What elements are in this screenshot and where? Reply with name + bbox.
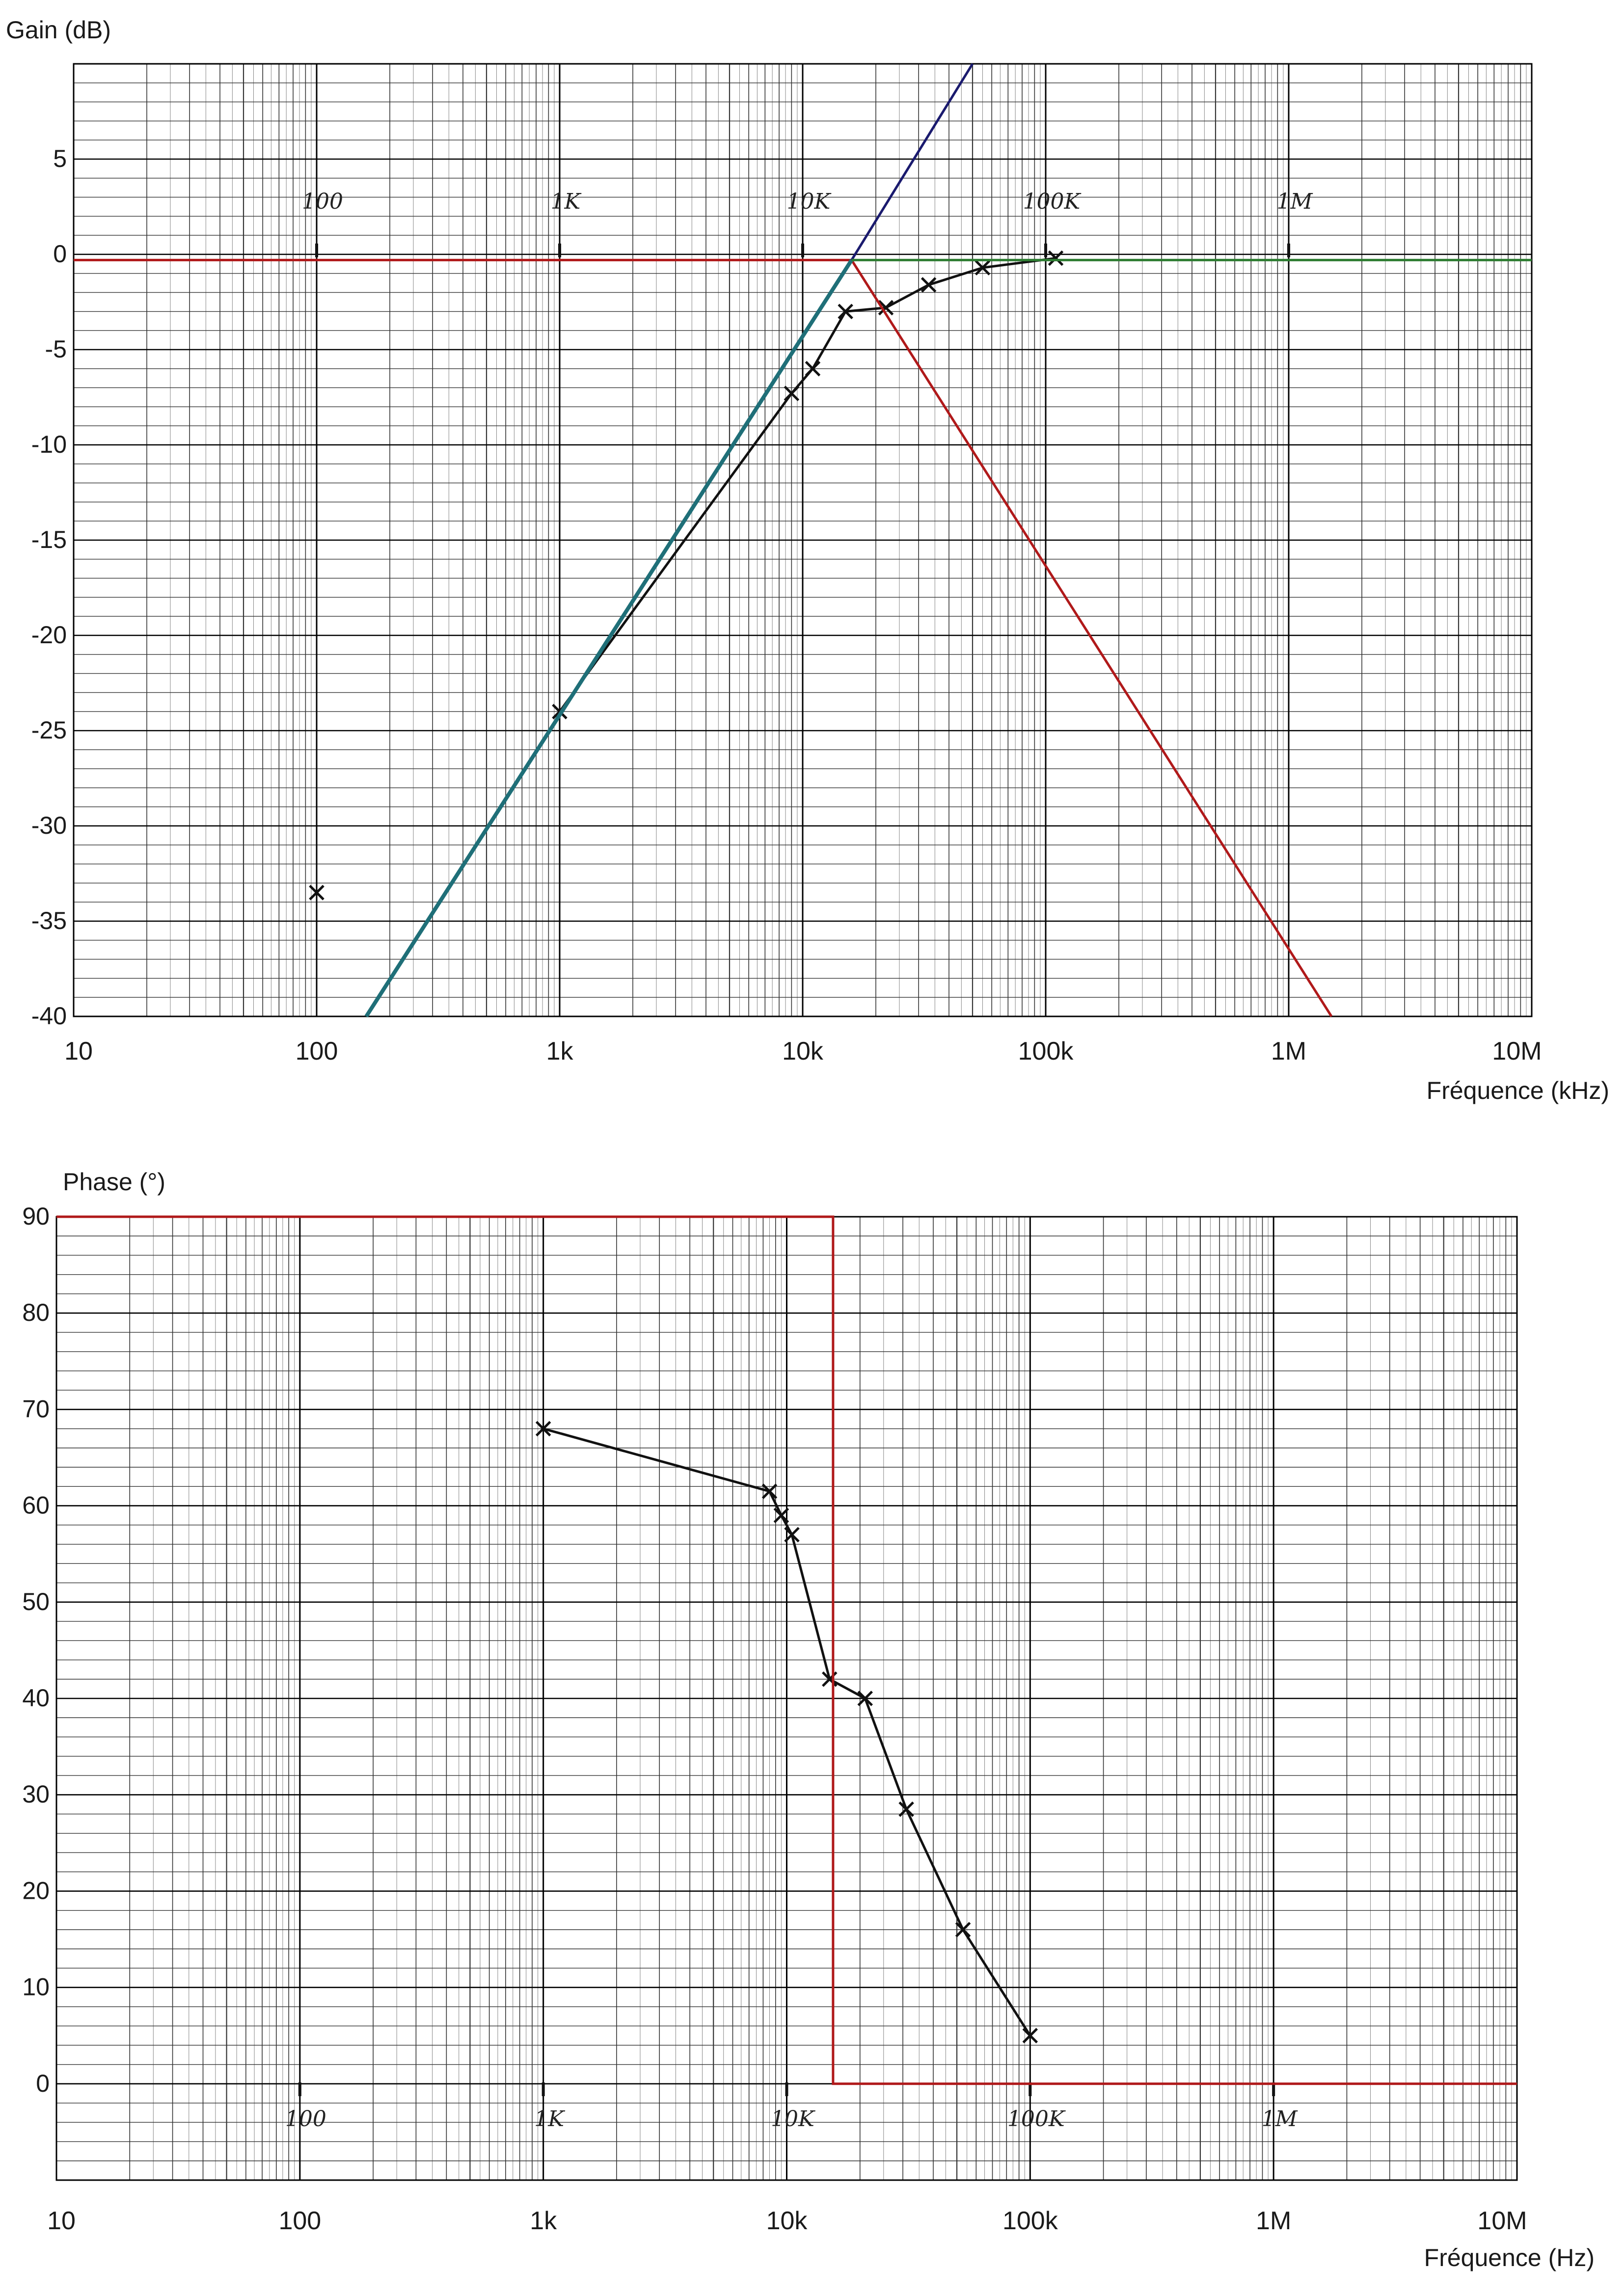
phase-y-tick-label: 70 <box>22 1395 50 1422</box>
phase-y-tick-label: 60 <box>22 1492 50 1519</box>
phase-handwritten-label: 100 <box>285 2106 326 2132</box>
gain-x-axis-title: Fréquence (kHz) <box>1427 1077 1609 1104</box>
gain-handwritten-label: 1K <box>551 189 582 214</box>
gain-y-tick-label: -40 <box>31 1002 67 1030</box>
gain-handwritten-decade-labels: 100 1K 10K 100K 1M <box>302 189 1313 257</box>
phase-data-point-stroke <box>857 1691 873 1706</box>
phase-y-tick-label: 40 <box>22 1684 50 1712</box>
gain-data-point-stroke <box>878 300 894 316</box>
phase-data-point <box>773 1507 789 1523</box>
gain-series <box>74 63 1532 1018</box>
gain-y-tick-label: 5 <box>53 145 67 172</box>
gain-y-tick-label: -5 <box>45 335 67 363</box>
phase-data-point <box>898 1801 914 1817</box>
phase-data-point <box>761 1483 778 1499</box>
phase-x-tick-label: 100k <box>1002 2207 1058 2235</box>
phase-x-tick-label: 100 <box>278 2207 321 2235</box>
phase-y-tick-label: 30 <box>22 1780 50 1808</box>
phase-data-point-stroke <box>535 1421 551 1437</box>
gain-data-point-stroke <box>974 260 991 275</box>
gain-data-point-stroke <box>805 361 821 377</box>
phase-y-tick-labels: 90 80 70 60 50 40 30 20 10 0 <box>22 1203 50 2097</box>
gain-x-tick-label: 1M <box>1271 1037 1306 1066</box>
gain-handwritten-label: 10K <box>787 189 832 214</box>
phase-asymptote-line <box>56 1215 1517 2085</box>
phase-data-point-stroke <box>761 1483 778 1499</box>
gain-x-tick-label: 10k <box>782 1037 824 1066</box>
phase-handwritten-label: 10K <box>771 2106 815 2132</box>
gain-plot-frame <box>73 63 1533 1017</box>
gain-handwritten-label: 100 <box>302 189 343 214</box>
phase-x-tick-label: 10k <box>766 2207 808 2235</box>
phase-x-tick-label: 10 <box>47 2207 76 2235</box>
gain-data-point <box>878 300 894 316</box>
gain-y-tick-labels: 5 0 -5 -10 -15 -20 -25 -30 -35 -40 <box>31 145 67 1030</box>
phase-data-point <box>1022 2027 1038 2044</box>
gain-y-tick-label: -30 <box>31 812 67 839</box>
phase-x-axis-title: Fréquence (Hz) <box>1424 2244 1595 2271</box>
gain-x-tick-label: 100 <box>296 1037 338 1066</box>
gain-data-point <box>974 260 991 275</box>
gain-x-tick-labels: 10 100 1k 10k 100k 1M 10M <box>64 1037 1542 1066</box>
phase-data-point-stroke <box>1022 2027 1038 2044</box>
gain-y-axis-title: Gain (dB) <box>6 16 111 44</box>
phase-data-point-stroke <box>898 1801 914 1817</box>
phase-y-axis-title: Phase (°) <box>63 1168 165 1196</box>
gain-y-tick-label: -20 <box>31 621 67 649</box>
gain-slope-line-line <box>364 259 854 1018</box>
phase-y-tick-label: 80 <box>22 1299 50 1326</box>
phase-y-tick-label: 0 <box>36 2070 50 2097</box>
gain-data-point-stroke <box>838 303 853 320</box>
phase-y-tick-label: 20 <box>22 1877 50 1904</box>
phase-data-point <box>535 1421 551 1437</box>
gain-chart: 100 1K 10K 100K 1M 5 0 -5 -10 -15 -20 -25 -30 -35 -40… <box>6 16 1609 1104</box>
gain-data-point-stroke <box>920 277 937 293</box>
gain-x-tick-label: 10M <box>1492 1037 1542 1066</box>
phase-data-point-stroke <box>784 1527 800 1543</box>
gain-data-point <box>1048 250 1064 266</box>
phase-handwritten-label: 1K <box>534 2106 565 2132</box>
gain-slope-line-ext-line <box>850 63 974 261</box>
phase-x-tick-label: 1M <box>1256 2207 1291 2235</box>
gain-handwritten-label: 100K <box>1023 189 1082 214</box>
phase-handwritten-label: 1M <box>1262 2106 1298 2132</box>
gain-x-tick-label: 1k <box>546 1037 574 1066</box>
gain-data-point <box>805 361 821 377</box>
phase-data-point <box>955 1922 971 1938</box>
gain-data-point-stroke <box>1048 250 1064 266</box>
phase-y-tick-label: 50 <box>22 1588 50 1615</box>
gain-y-tick-label: -25 <box>31 716 67 744</box>
gain-x-tick-label: 10 <box>64 1037 93 1066</box>
gain-data-point <box>784 385 800 402</box>
phase-data-point <box>784 1527 800 1543</box>
gain-asymptote-high-slope-line <box>850 259 1333 1017</box>
gain-data-point <box>920 277 937 293</box>
gain-y-tick-label: -10 <box>31 431 67 458</box>
gain-data-point-stroke <box>784 385 800 402</box>
gain-data-point <box>838 303 853 320</box>
gain-y-tick-label: 0 <box>53 240 67 268</box>
phase-y-tick-label: 10 <box>22 1973 50 2001</box>
gain-handwritten-label: 1M <box>1276 189 1313 214</box>
phase-handwritten-decade-labels: 100 1K 10K 100K 1M <box>285 2082 1298 2132</box>
phase-x-tick-label: 1k <box>530 2207 557 2235</box>
phase-y-tick-label: 90 <box>22 1203 50 1230</box>
phase-x-tick-labels: 10 100 1k 10k 100k 1M 10M <box>47 2207 1527 2235</box>
phase-series <box>56 1215 1517 2085</box>
phase-data-point-stroke <box>955 1922 971 1938</box>
gain-data-point-stroke <box>309 885 325 901</box>
phase-x-tick-label: 10M <box>1477 2207 1527 2235</box>
phase-data-point-stroke <box>773 1507 789 1523</box>
gain-data-point <box>309 885 325 901</box>
gain-y-tick-label: -35 <box>31 907 67 934</box>
phase-handwritten-label: 100K <box>1007 2106 1066 2132</box>
gain-x-tick-label: 100k <box>1018 1037 1074 1066</box>
phase-data-point <box>857 1691 873 1706</box>
gain-y-tick-label: -15 <box>31 526 67 553</box>
